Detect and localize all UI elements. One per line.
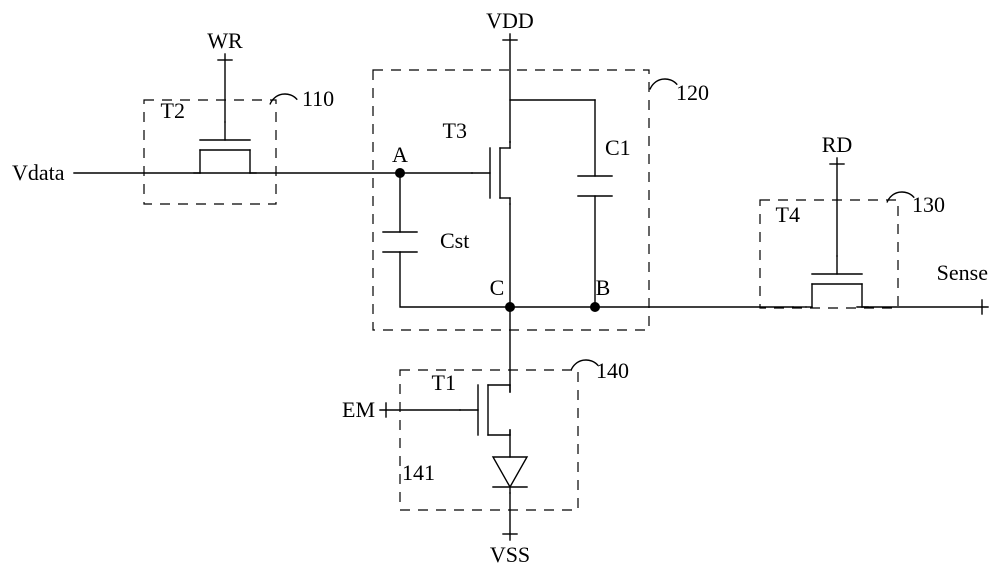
label-A: A (392, 142, 408, 167)
label-T2: T2 (161, 98, 185, 123)
label-R120: 120 (676, 80, 709, 105)
label-Cst: Cst (440, 228, 469, 253)
label-R110: 110 (302, 86, 334, 111)
node-B (590, 302, 600, 312)
diode-triangle (493, 457, 527, 487)
node-A (395, 168, 405, 178)
label-T3: T3 (443, 118, 467, 143)
label-B: B (596, 275, 611, 300)
label-WR: WR (207, 28, 243, 53)
label-T4: T4 (776, 202, 800, 227)
dashed-box-b140 (400, 370, 578, 510)
label-C1: C1 (605, 135, 631, 160)
circuit-diagram: VDD WR T2 Vdata A T3 C1 Cst C B RD T4 Sense T1 EM 141 VS… (0, 0, 1000, 573)
ref-arc (650, 79, 677, 90)
ref-arc (270, 94, 297, 105)
label-EM: EM (342, 397, 375, 422)
label-VDD: VDD (486, 8, 534, 33)
label-R140: 140 (596, 358, 629, 383)
node-C (505, 302, 515, 312)
label-VSS: VSS (490, 542, 530, 567)
label-D141: 141 (402, 460, 435, 485)
label-Sense: Sense (937, 260, 988, 285)
label-RD: RD (822, 132, 853, 157)
label-R130: 130 (912, 192, 945, 217)
label-C: C (490, 275, 505, 300)
label-Vdata: Vdata (12, 160, 65, 185)
ref-arc (887, 192, 914, 203)
label-T1: T1 (432, 370, 456, 395)
ref-arc (571, 360, 598, 371)
